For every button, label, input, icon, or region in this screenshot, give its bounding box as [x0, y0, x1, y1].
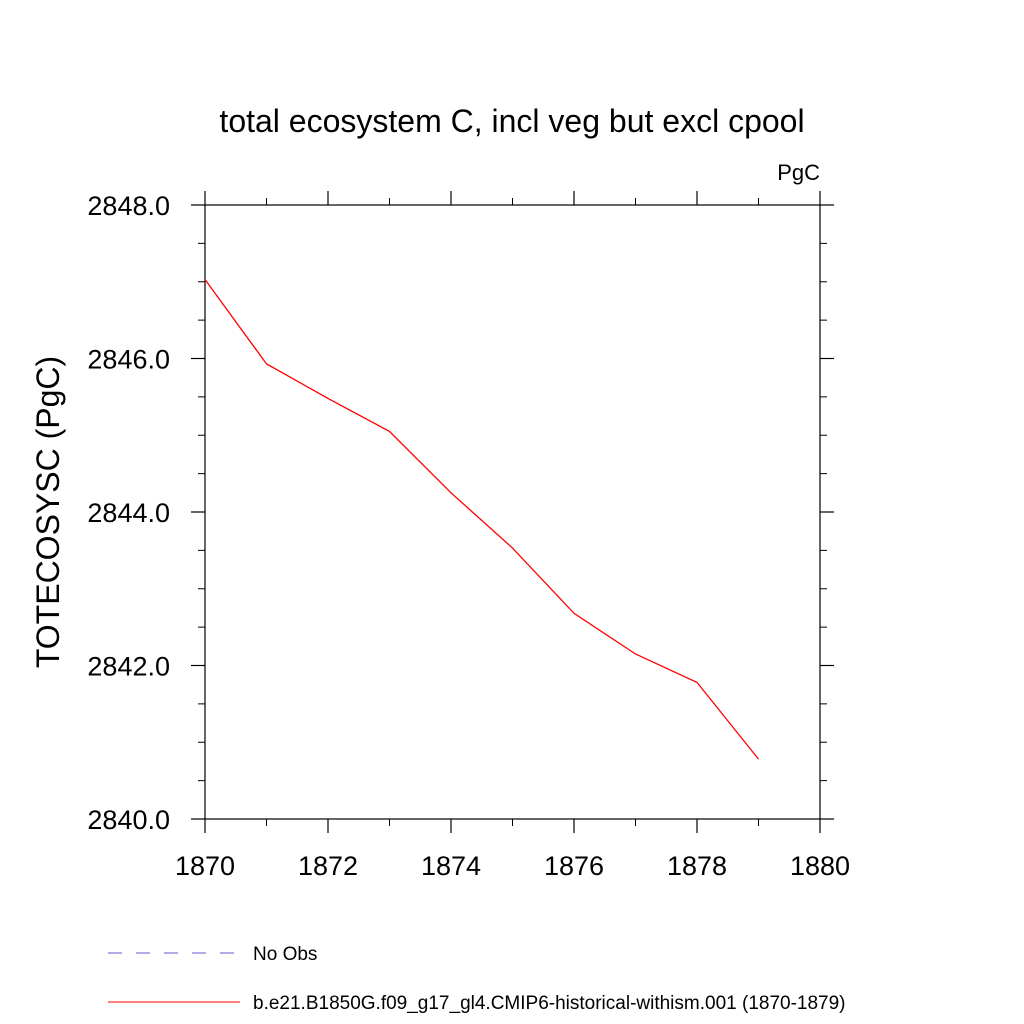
legend-label-no-obs: No Obs	[253, 944, 317, 965]
series-point	[512, 547, 514, 549]
y-tick-label: 2848.0	[87, 191, 170, 221]
legend: No Obs b.e21.B1850G.f09_g17_gl4.CMIP6-his…	[108, 944, 846, 1014]
series-point	[266, 363, 268, 365]
series-point	[389, 430, 391, 432]
series-point	[327, 397, 329, 399]
series-point	[204, 278, 206, 280]
x-tick-label: 1880	[790, 851, 850, 881]
y-tick-label: 2844.0	[87, 498, 170, 528]
x-axis-ticks: 1870 1872 1874 1876 1878 1880	[175, 191, 850, 881]
x-tick-label: 1876	[544, 851, 604, 881]
plot-frame	[204, 204, 821, 820]
y-tick-label: 2840.0	[87, 805, 170, 835]
y-tick-label: 2842.0	[87, 652, 170, 682]
x-tick-label: 1872	[298, 851, 358, 881]
series-point	[696, 681, 698, 683]
series-layer	[204, 278, 760, 760]
legend-label-series: b.e21.B1850G.f09_g17_gl4.CMIP6-historica…	[253, 993, 846, 1014]
chart-title: total ecosystem C, incl veg but excl cpo…	[219, 103, 804, 139]
series-point	[758, 758, 760, 760]
x-tick-label: 1870	[175, 851, 235, 881]
x-tick-label: 1878	[667, 851, 727, 881]
y-tick-label: 2846.0	[87, 345, 170, 375]
series-point	[573, 612, 575, 614]
units-label: PgC	[777, 160, 820, 185]
y-axis-label: TOTECOSYSC (PgC)	[30, 356, 66, 668]
x-tick-label: 1874	[421, 851, 481, 881]
series-line	[204, 279, 760, 760]
series-point	[450, 492, 452, 494]
y-axis-ticks: 2840.0 2842.0 2844.0 2846.0 2848.0	[87, 191, 834, 835]
series-point	[635, 653, 637, 655]
